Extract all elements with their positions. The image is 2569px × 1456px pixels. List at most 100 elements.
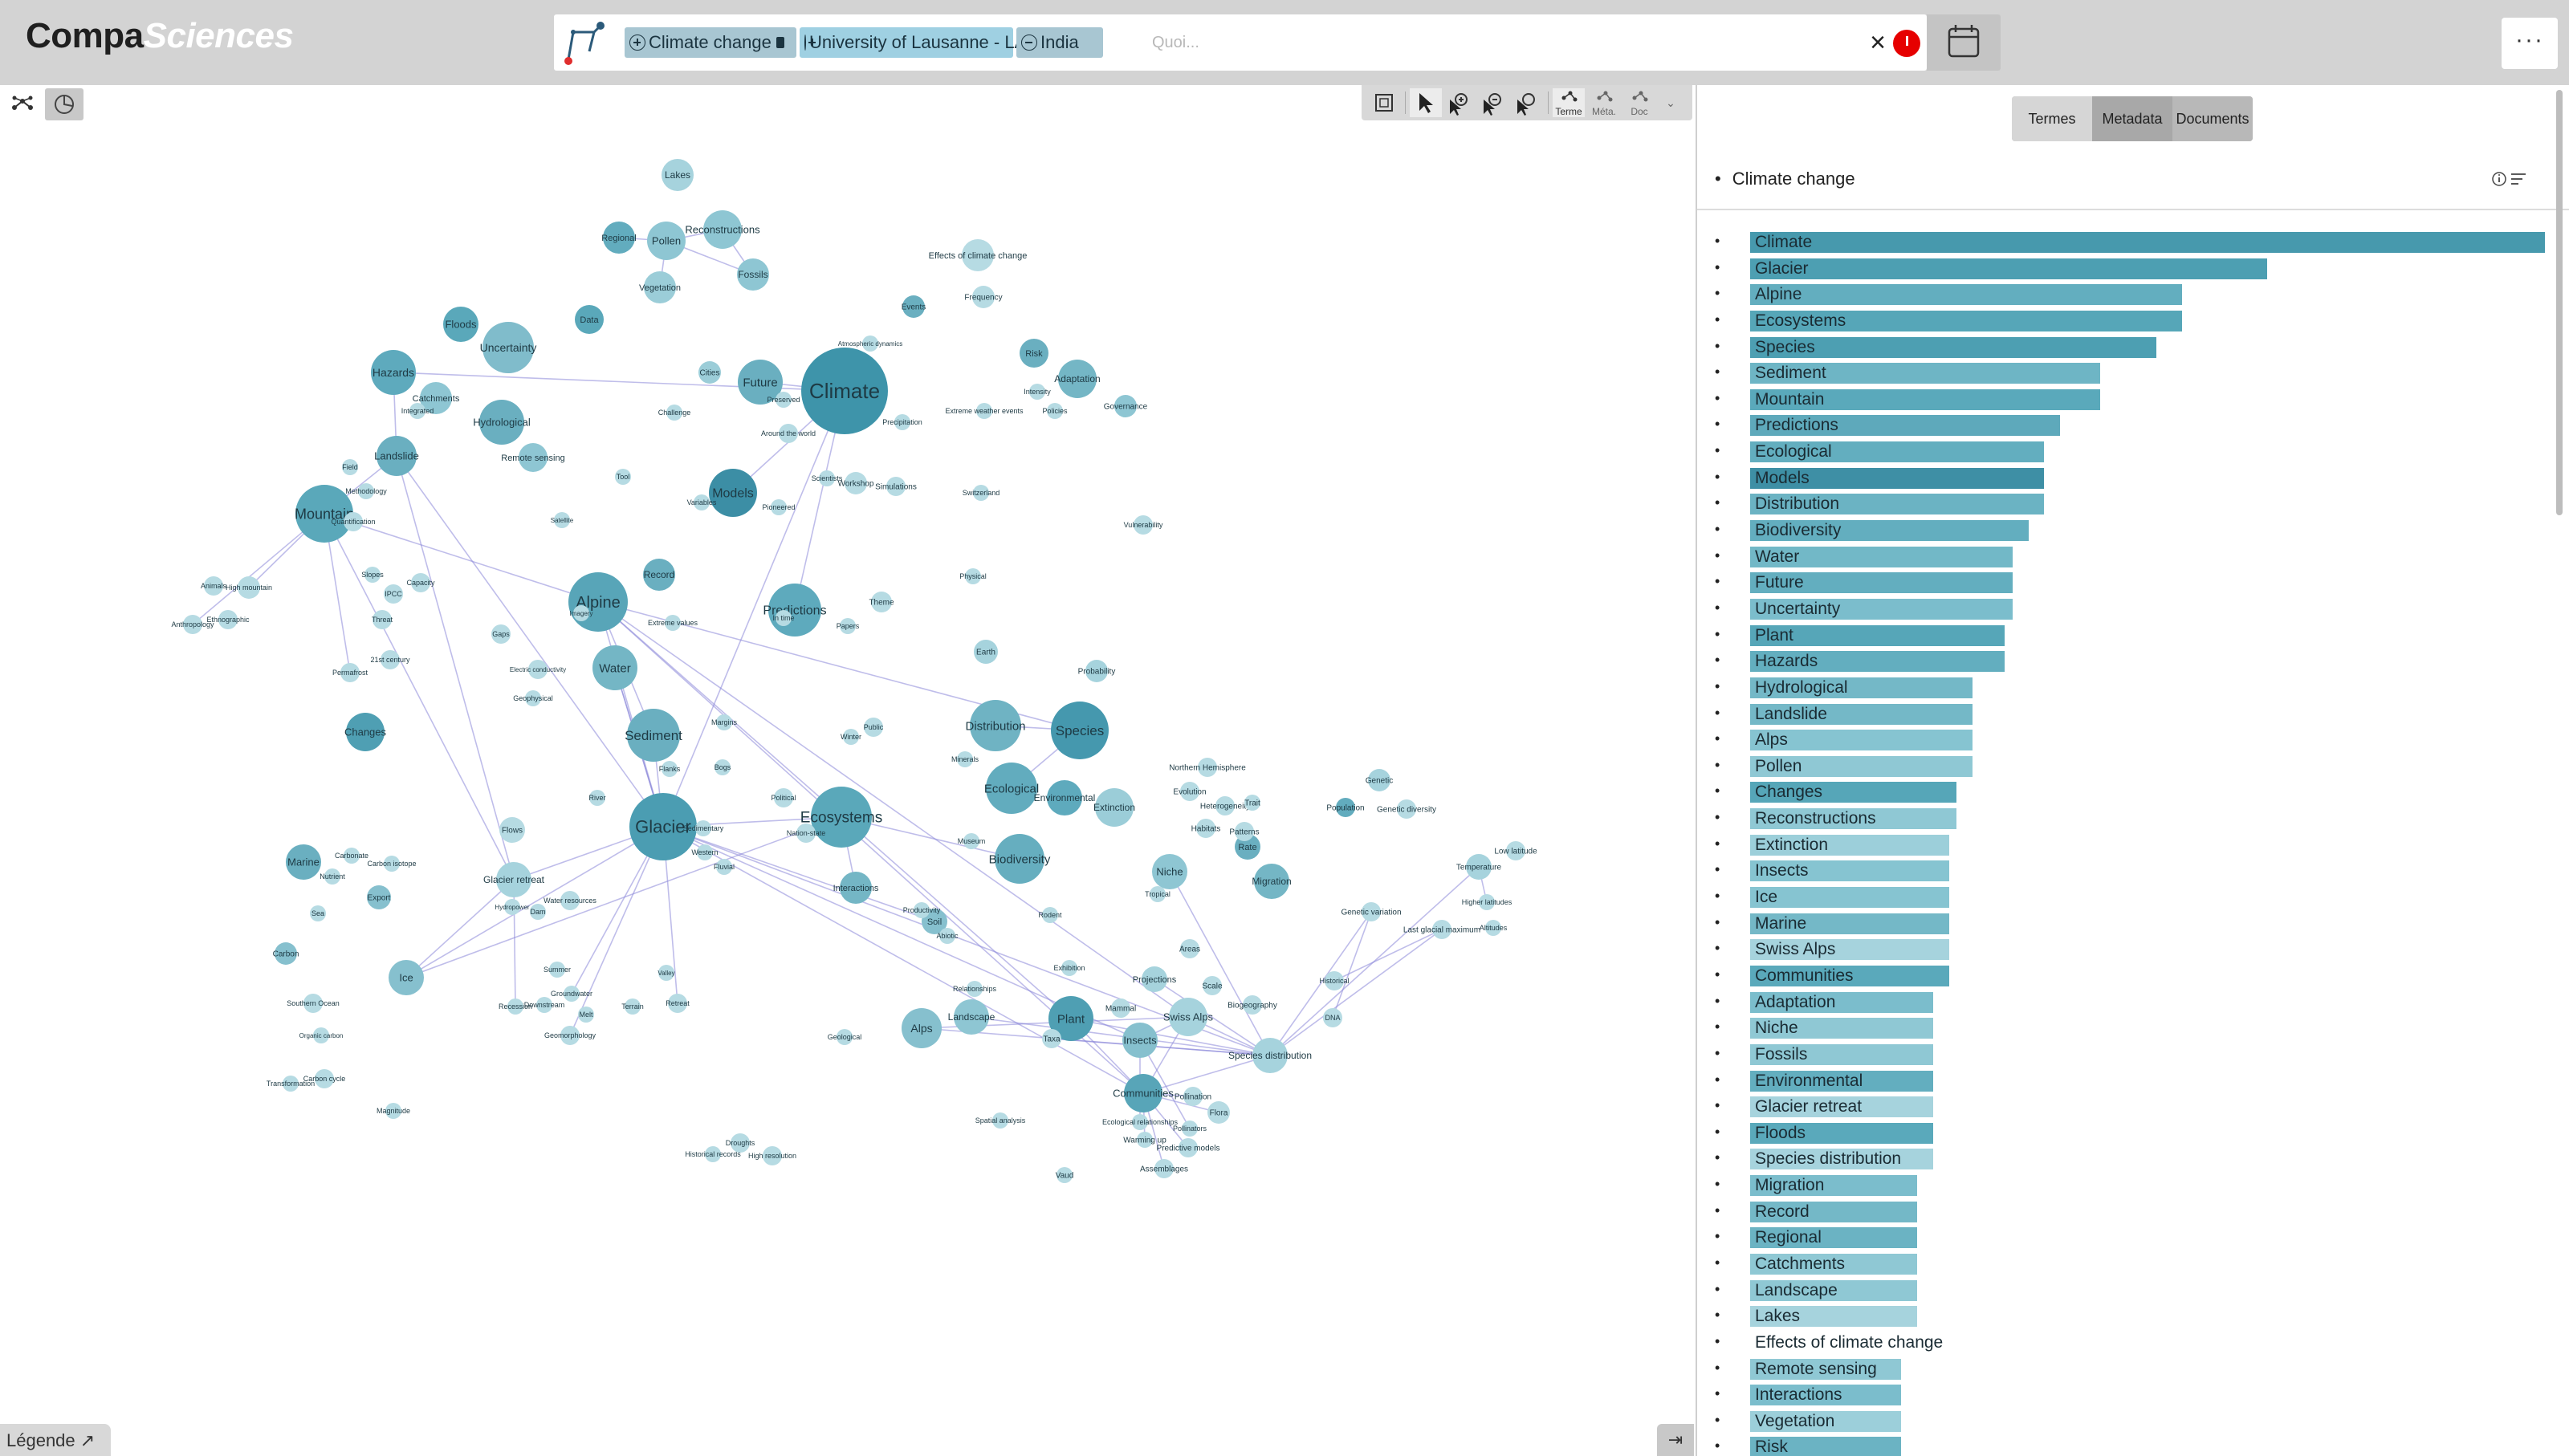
graph-node[interactable]: Flows xyxy=(499,817,525,843)
graph-node-circle[interactable] xyxy=(962,239,994,271)
term-row[interactable]: • Hydrological xyxy=(1715,675,2550,702)
graph-node-circle[interactable] xyxy=(504,899,520,915)
graph-node-circle[interactable] xyxy=(779,424,798,443)
graph-node[interactable]: Water xyxy=(592,645,637,690)
graph-node-circle[interactable] xyxy=(801,348,888,434)
graph-node-circle[interactable] xyxy=(1325,971,1344,990)
graph-node-circle[interactable] xyxy=(976,403,992,419)
graph-node[interactable]: Species distribution xyxy=(1228,1038,1312,1073)
legend-button[interactable]: Légende ↗ xyxy=(0,1424,111,1456)
term-row[interactable]: • Species distribution xyxy=(1715,1146,2550,1173)
graph-node-circle[interactable] xyxy=(1047,780,1082,815)
graph-node-circle[interactable] xyxy=(578,1007,594,1023)
graph-node[interactable]: Western xyxy=(691,844,719,860)
term-row[interactable]: • Future xyxy=(1715,570,2550,596)
term-row[interactable]: • Floods xyxy=(1715,1120,2550,1147)
graph-node[interactable]: High mountain xyxy=(226,576,272,599)
graph-node[interactable]: Margins xyxy=(711,714,738,730)
graph-node-circle[interactable] xyxy=(957,751,973,767)
graph-node-circle[interactable] xyxy=(1051,702,1109,759)
graph-node[interactable]: Vaud xyxy=(1056,1167,1074,1183)
graph-node[interactable]: Lakes xyxy=(662,159,694,191)
graph-node[interactable]: Landslide xyxy=(374,436,419,476)
graph-node-circle[interactable] xyxy=(1252,1038,1288,1073)
graph-node[interactable]: Hydropower xyxy=(495,899,530,915)
graph-node[interactable]: Mountain xyxy=(295,485,354,543)
graph-node[interactable]: Droughts xyxy=(726,1133,755,1153)
graph-node-circle[interactable] xyxy=(342,459,358,475)
graph-node-circle[interactable] xyxy=(644,271,676,303)
graph-node[interactable]: Scale xyxy=(1202,976,1223,995)
graph-node-circle[interactable] xyxy=(1122,1023,1158,1058)
graph-node-circle[interactable] xyxy=(1142,966,1167,992)
graph-node-circle[interactable] xyxy=(1042,907,1058,923)
term-row[interactable]: • Plant xyxy=(1715,623,2550,649)
graph-node[interactable]: Cities xyxy=(698,361,721,384)
graph-node-circle[interactable] xyxy=(1048,996,1093,1041)
graph-node[interactable]: Assemblages xyxy=(1140,1159,1188,1178)
graph-node-circle[interactable] xyxy=(776,392,792,408)
graph-node-circle[interactable] xyxy=(864,718,883,737)
graph-node[interactable]: Pioneered xyxy=(762,499,796,515)
graph-node[interactable]: Retreat xyxy=(666,994,690,1013)
info-icon[interactable] xyxy=(2492,172,2506,186)
graph-node-circle[interactable] xyxy=(315,1069,334,1088)
graph-node-circle[interactable] xyxy=(549,962,565,978)
toolbar-dropdown-icon[interactable]: ⌄ xyxy=(1666,96,1675,109)
graph-node[interactable]: Extreme values xyxy=(648,615,698,631)
graph-node[interactable]: Earth xyxy=(974,640,998,664)
graph-node-circle[interactable] xyxy=(358,483,374,499)
graph-node[interactable]: Changes xyxy=(344,713,387,751)
graph-node-circle[interactable] xyxy=(371,350,416,395)
graph-node-circle[interactable] xyxy=(837,1029,853,1045)
term-row[interactable]: • Uncertainty xyxy=(1715,596,2550,623)
graph-node-circle[interactable] xyxy=(286,844,321,880)
graph-node-circle[interactable] xyxy=(662,761,678,777)
graph-node[interactable]: Glacier retreat xyxy=(483,862,545,897)
graph-node-circle[interactable] xyxy=(564,986,580,1002)
graph-node[interactable]: IPCC xyxy=(384,584,403,604)
term-row[interactable]: • Water xyxy=(1715,544,2550,571)
graph-node[interactable]: Precipitation xyxy=(882,414,922,430)
term-row[interactable]: • Changes xyxy=(1715,779,2550,806)
graph-node[interactable]: Dam xyxy=(530,904,546,920)
term-row[interactable]: • Glacier xyxy=(1715,256,2550,283)
graph-node[interactable]: Ecological relationships xyxy=(1102,1114,1179,1130)
term-row[interactable]: • Species xyxy=(1715,335,2550,361)
graph-node[interactable]: Pollination xyxy=(1175,1087,1211,1106)
graph-node[interactable]: Permafrost xyxy=(332,663,368,682)
graph-node-circle[interactable] xyxy=(1254,864,1289,899)
graph-node-circle[interactable] xyxy=(1150,886,1166,902)
graph-node[interactable]: Remote sensing xyxy=(501,443,565,472)
graph-node-circle[interactable] xyxy=(554,512,570,528)
graph-node[interactable]: Extreme weather events xyxy=(945,403,1024,419)
graph-node-circle[interactable] xyxy=(665,615,681,631)
graph-node-circle[interactable] xyxy=(963,833,979,849)
graph-node-circle[interactable] xyxy=(1029,384,1045,400)
graph-node-circle[interactable] xyxy=(902,295,925,318)
graph-node[interactable]: Rodent xyxy=(1038,907,1062,923)
app-logo[interactable]: CompaSciences xyxy=(26,16,294,56)
graph-node[interactable]: Temperature xyxy=(1456,854,1502,880)
graph-node-circle[interactable] xyxy=(324,868,340,885)
graph-node[interactable]: Glacier xyxy=(629,793,697,860)
more-menu-icon[interactable]: ··· xyxy=(2502,18,2558,69)
graph-node[interactable]: Climate xyxy=(801,348,888,434)
term-row[interactable]: • Reconstructions xyxy=(1715,806,2550,832)
graph-node[interactable]: Public xyxy=(864,718,884,737)
graph-node[interactable]: Heterogeneity xyxy=(1200,796,1250,815)
term-row[interactable]: • Pollen xyxy=(1715,754,2550,780)
graph-node[interactable]: River xyxy=(588,790,606,806)
term-row[interactable]: • Extinction xyxy=(1715,832,2550,859)
graph-node[interactable]: Scientists xyxy=(812,470,843,486)
graph-node[interactable]: Areas xyxy=(1179,939,1200,958)
term-row[interactable]: • Environmental xyxy=(1715,1068,2550,1095)
graph-node-circle[interactable] xyxy=(871,592,892,612)
graph-node-circle[interactable] xyxy=(1134,515,1153,535)
graph-node[interactable]: Carbon isotope xyxy=(367,856,417,872)
graph-node-circle[interactable] xyxy=(1323,1008,1342,1027)
graph-node[interactable]: Uncertainty xyxy=(480,322,537,373)
graph-node-circle[interactable] xyxy=(771,499,787,515)
graph-node-circle[interactable] xyxy=(986,763,1037,814)
graph-node-circle[interactable] xyxy=(575,305,604,334)
